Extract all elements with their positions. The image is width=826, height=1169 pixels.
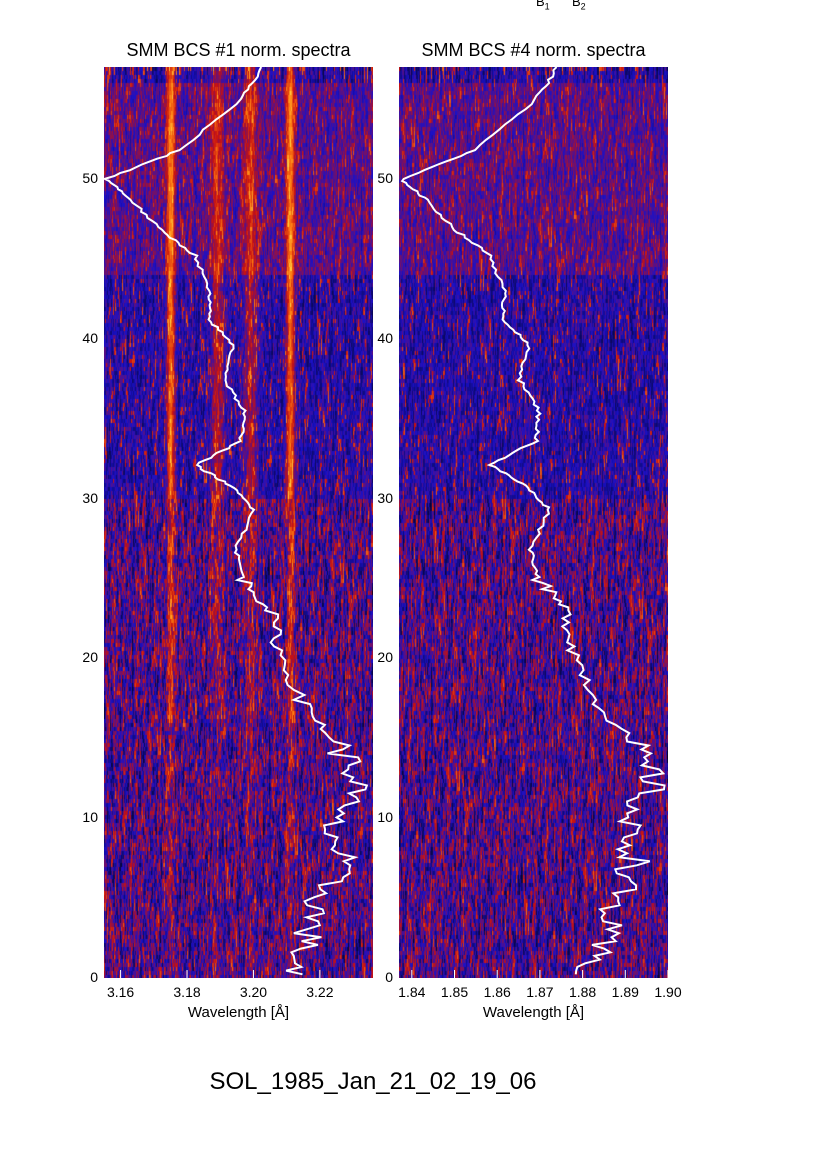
y-tick-label: 10 [82,809,98,826]
x-tick-label: 3.16 [106,984,135,1000]
y-tick-label: 50 [82,169,98,186]
label-b1: B1 [536,0,550,12]
label-b2-text: B [572,0,581,9]
label-b1-sub: 1 [544,1,550,12]
y-tick-label: 20 [82,649,98,666]
panel1-heatmap [101,66,373,978]
panel1-xlabel: Wavelength [Å] [187,1004,290,1021]
y-tick-label: 30 [377,489,393,506]
x-tick-label: 3.20 [239,984,268,1000]
panel2-xlabel: Wavelength [Å] [482,1004,585,1021]
y-tick-label: 20 [377,649,393,666]
y-tick-label: 10 [377,809,393,826]
x-tick-label: 1.86 [483,984,511,1000]
y-tick-label: 0 [90,969,98,985]
x-tick-label: 1.89 [611,984,639,1000]
panel1-title: SMM BCS #1 norm. spectra [126,40,351,60]
x-tick-label: 1.90 [654,984,682,1000]
event-title: SOL_1985_Jan_21_02_19_06 [209,1068,537,1095]
panel2-heatmap [399,66,669,978]
label-b2-sub: 2 [580,1,586,12]
y-tick-label: 40 [377,329,393,346]
x-tick-label: 1.85 [440,984,469,1000]
x-tick-label: 1.87 [526,984,554,1000]
y-tick-label: 0 [385,969,393,985]
lightcurve-line [400,66,666,975]
lightcurve-overlay [400,66,669,978]
y-tick-label: 40 [82,329,98,346]
label-b2: B2 [572,0,586,12]
lightcurve-overlay [101,66,369,978]
lightcurve-line [101,66,369,976]
y-tick-label: 30 [82,489,98,506]
y-tick-label: 50 [377,169,393,186]
x-tick-label: 3.18 [173,984,201,1000]
label-b1-text: B [536,0,545,9]
panel2-title: SMM BCS #4 norm. spectra [421,40,646,60]
x-tick-label: 1.84 [398,984,426,1000]
x-tick-label: 1.88 [568,984,597,1000]
x-tick-label: 3.22 [306,984,334,1000]
